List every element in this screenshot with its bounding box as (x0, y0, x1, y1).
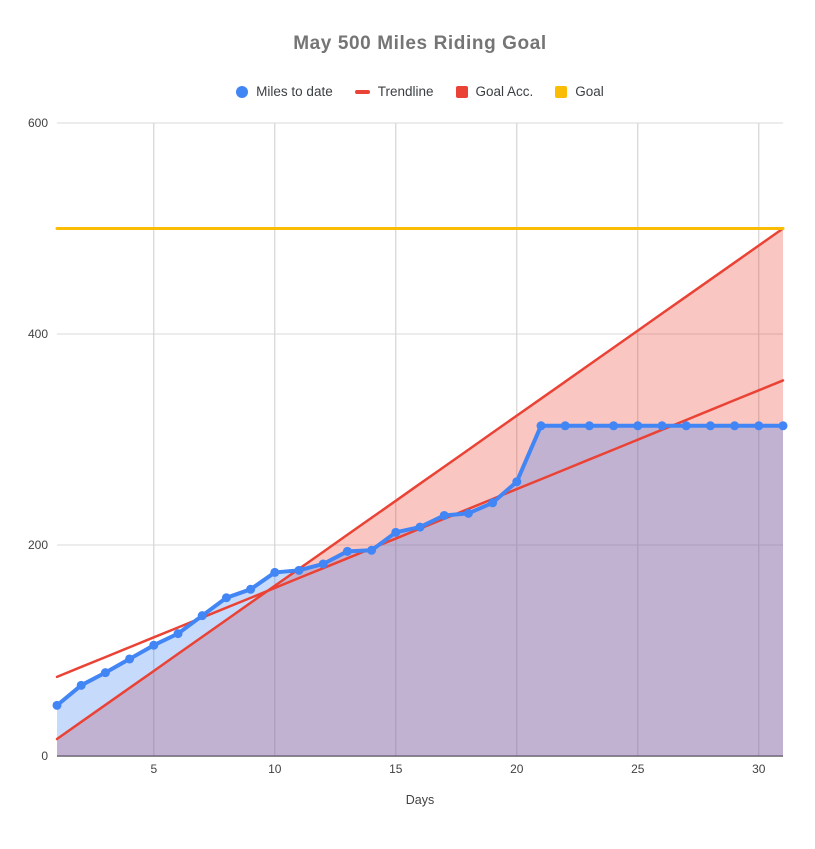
data-point[interactable] (270, 567, 280, 577)
data-point[interactable] (463, 508, 473, 518)
x-tick-label: 5 (150, 762, 157, 776)
y-tick-label: 0 (41, 749, 48, 763)
data-point[interactable] (657, 421, 667, 431)
miles-to-date-marker-icon (236, 85, 249, 98)
data-point[interactable] (367, 545, 377, 555)
data-point[interactable] (342, 546, 352, 556)
legend-label: Goal (575, 84, 604, 99)
x-tick-label: 10 (268, 762, 282, 776)
data-point[interactable] (76, 680, 86, 690)
legend-label: Goal Acc. (475, 84, 534, 99)
data-point[interactable] (149, 640, 159, 650)
data-point[interactable] (415, 522, 425, 532)
data-point[interactable] (584, 421, 594, 431)
chart-title: May 500 Miles Riding Goal (293, 33, 547, 54)
goal-acc-marker-icon (455, 85, 468, 98)
legend-item-trendline: Trendline (354, 84, 434, 99)
data-point[interactable] (488, 498, 498, 508)
x-tick-label: 15 (389, 762, 403, 776)
x-tick-label: 25 (631, 762, 645, 776)
data-point[interactable] (633, 421, 643, 431)
data-point[interactable] (730, 421, 740, 431)
data-point[interactable] (560, 421, 570, 431)
data-point[interactable] (512, 477, 522, 487)
data-point[interactable] (681, 421, 691, 431)
legend-item-goal-acc: Goal Acc. (455, 84, 534, 99)
data-point[interactable] (609, 421, 619, 431)
data-point[interactable] (197, 611, 207, 621)
trendline-marker-icon (354, 89, 370, 94)
legend-label: Trendline (377, 84, 434, 99)
data-point[interactable] (173, 629, 183, 639)
data-point[interactable] (391, 527, 401, 537)
data-point[interactable] (778, 421, 788, 431)
legend-item-goal: Goal (555, 84, 604, 99)
data-point[interactable] (52, 700, 62, 710)
data-point[interactable] (318, 559, 328, 569)
data-point[interactable] (439, 510, 449, 520)
data-point[interactable] (754, 421, 764, 431)
goal-acc-line (55, 227, 785, 741)
x-axis-title: Days (405, 793, 435, 807)
goal-marker-icon (555, 85, 568, 98)
data-point[interactable] (100, 668, 110, 678)
data-point[interactable] (294, 565, 304, 575)
legend-label: Miles to date (256, 84, 333, 99)
data-point[interactable] (536, 421, 546, 431)
data-point[interactable] (221, 593, 231, 603)
y-tick-label: 400 (28, 327, 48, 341)
data-point[interactable] (125, 654, 135, 664)
data-point[interactable] (705, 421, 715, 431)
goal-acc-area (57, 228, 783, 756)
legend: Miles to date Trendline Goal Acc. Goal (57, 84, 783, 99)
x-tick-label: 20 (510, 762, 524, 776)
y-tick-label: 200 (28, 538, 48, 552)
legend-item-miles-to-date: Miles to date (236, 84, 333, 99)
miles-to-date-area (57, 425, 783, 756)
y-tick-label: 600 (28, 116, 48, 130)
data-point[interactable] (246, 584, 256, 594)
x-tick-label: 30 (752, 762, 766, 776)
